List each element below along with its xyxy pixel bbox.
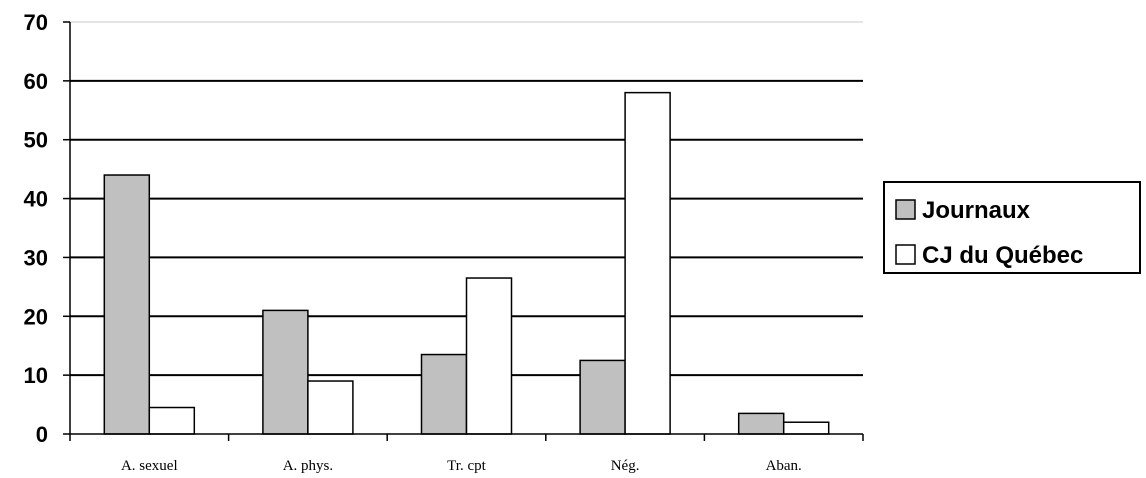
legend-label-cj-du-quebec: CJ du Québec: [922, 242, 1083, 269]
legend-label-journaux: Journaux: [922, 197, 1031, 224]
bar-cj-du-qu-bec-1: [148, 406, 196, 435]
x-tick-label: Aban.: [766, 458, 802, 474]
bar-journaux-4: [579, 359, 626, 435]
bar-journaux-1: [103, 174, 151, 435]
x-tick-label: A. phys.: [283, 458, 333, 474]
legend-swatch-cj-du-quebec: [895, 244, 916, 265]
x-tick-label: Tr. cpt: [447, 458, 486, 474]
x-tick-label: A. sexuel: [121, 458, 178, 474]
bar-cj-du-qu-bec-2: [307, 380, 354, 435]
y-tick-label: 70: [24, 10, 48, 35]
legend-swatch-journaux: [895, 199, 916, 220]
y-tick-label: 20: [24, 304, 48, 329]
axes: [63, 21, 864, 441]
x-tick-labels: A. sexuel A. phys. Tr. cpt Nég. Aban.: [121, 458, 802, 474]
bar-journaux-2: [262, 309, 309, 435]
y-tick-label: 30: [24, 245, 48, 270]
y-tick-label: 10: [24, 363, 48, 388]
bar-journaux-5: [737, 412, 785, 435]
y-tick-label: 50: [24, 128, 48, 153]
gridlines: [70, 21, 863, 377]
bar-cj-du-qu-bec-3: [465, 277, 513, 435]
y-tick-label: 60: [24, 69, 48, 94]
bars: [103, 91, 830, 435]
bar-journaux-3: [420, 353, 468, 435]
bar-cj-du-qu-bec-4: [624, 91, 671, 435]
legend-frame: [883, 181, 1141, 274]
x-tick-label: Nég.: [611, 458, 640, 474]
y-tick-label: 0: [36, 422, 48, 447]
legend: Journaux CJ du Québec: [883, 181, 1141, 274]
y-tick-label: 40: [24, 187, 48, 212]
y-tick-labels: 0 10 20 30 40 50 60 70: [24, 10, 48, 447]
bar-cj-du-qu-bec-5: [782, 421, 830, 435]
